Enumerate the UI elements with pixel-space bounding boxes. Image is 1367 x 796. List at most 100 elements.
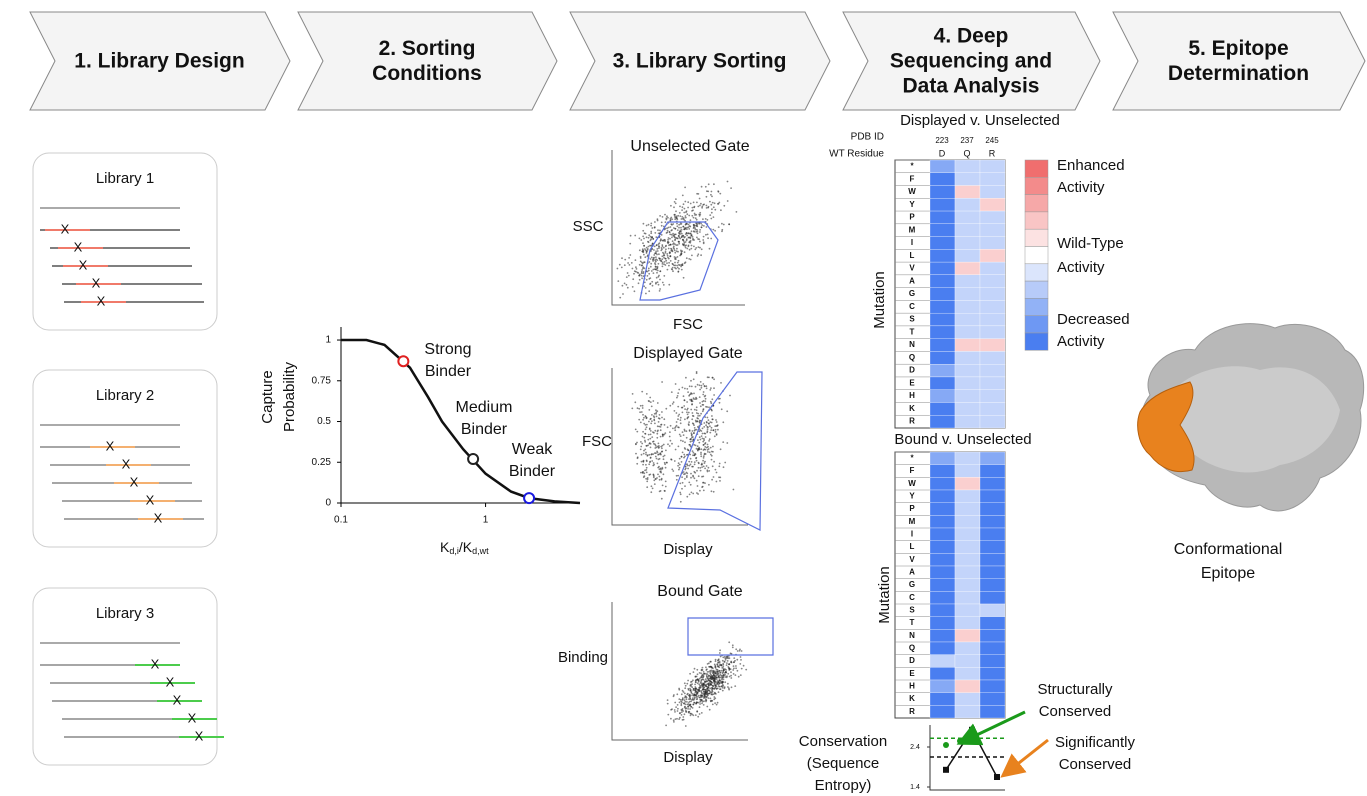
event-dot [711, 689, 713, 691]
event-dot [701, 695, 703, 697]
event-dot [695, 696, 697, 698]
event-dot [714, 425, 716, 427]
event-dot [672, 470, 674, 472]
event-dot [627, 272, 629, 274]
event-dot [685, 261, 687, 263]
event-dot [696, 225, 698, 227]
y-tick-label: 0.25 [312, 457, 332, 468]
heatmap-cell [980, 390, 1005, 403]
row-label: V [909, 264, 915, 273]
event-dot [693, 444, 695, 446]
event-dot [693, 397, 695, 399]
event-dot [727, 683, 729, 685]
event-dot [670, 255, 672, 257]
event-dot [659, 476, 661, 478]
row-label: Y [909, 491, 915, 500]
event-dot [664, 432, 666, 434]
event-dot [717, 702, 719, 704]
event-dot [697, 421, 699, 423]
heatmap-cell [955, 705, 980, 718]
event-dot [650, 232, 652, 234]
event-dot [707, 663, 709, 665]
event-dot [716, 688, 718, 690]
event-dot [670, 248, 672, 250]
event-dot [668, 258, 670, 260]
row-label: S [909, 605, 915, 614]
event-dot [699, 678, 701, 680]
event-dot [638, 282, 640, 284]
legend-label: Enhanced [1057, 157, 1125, 174]
event-dot [713, 476, 715, 478]
event-dot [707, 234, 709, 236]
event-dot [649, 277, 651, 279]
event-dot [676, 225, 678, 227]
event-dot [705, 424, 707, 426]
event-dot [706, 677, 708, 679]
event-dot [700, 439, 702, 441]
event-dot [730, 187, 732, 189]
event-dot [719, 402, 721, 404]
event-dot [642, 419, 644, 421]
event-dot [705, 442, 707, 444]
event-dot [686, 697, 688, 699]
event-dot [702, 667, 704, 669]
event-dot [655, 452, 657, 454]
event-dot [704, 433, 706, 435]
event-dot [667, 443, 669, 445]
event-dot [726, 410, 728, 412]
event-dot [670, 440, 672, 442]
heatmap-cell [955, 402, 980, 415]
event-dot [634, 290, 636, 292]
event-dot [727, 660, 729, 662]
event-dot [729, 395, 731, 397]
event-dot [684, 448, 686, 450]
binder-label: Binder [509, 463, 556, 480]
event-dot [647, 455, 649, 457]
library-title: Library 2 [96, 387, 154, 404]
mutation-marker: X [151, 656, 160, 671]
event-dot [680, 250, 682, 252]
event-dot [643, 472, 645, 474]
event-dot [711, 479, 713, 481]
event-dot [659, 414, 661, 416]
event-dot [700, 695, 702, 697]
event-dot [697, 679, 699, 681]
event-dot [692, 493, 694, 495]
event-dot [684, 478, 686, 480]
event-dot [641, 269, 643, 271]
row-label: H [909, 681, 915, 690]
event-dot [674, 709, 676, 711]
event-dot [690, 706, 692, 708]
event-dot [708, 484, 710, 486]
row-label: L [910, 251, 915, 260]
event-dot [642, 230, 644, 232]
event-dot [724, 661, 726, 663]
event-dot [699, 713, 701, 715]
heatmap-cell [930, 503, 955, 516]
event-dot [705, 678, 707, 680]
event-dot [686, 227, 688, 229]
event-dot [692, 430, 694, 432]
event-dot [646, 279, 648, 281]
event-dot [713, 378, 715, 380]
event-dot [741, 650, 743, 652]
heatmap-cell [955, 300, 980, 313]
event-dot [686, 411, 688, 413]
event-dot [664, 424, 666, 426]
event-dot [648, 273, 650, 275]
event-dot [708, 671, 710, 673]
event-dot [691, 683, 693, 685]
event-dot [690, 477, 692, 479]
event-dot [686, 475, 688, 477]
event-dot [715, 469, 717, 471]
event-dot [740, 656, 742, 658]
event-dot [675, 198, 677, 200]
event-dot [652, 269, 654, 271]
event-dot [658, 284, 660, 286]
event-dot [696, 237, 698, 239]
epitope-label: Epitope [1201, 565, 1255, 582]
event-dot [713, 491, 715, 493]
legend-label: Activity [1057, 259, 1105, 276]
event-dot [694, 702, 696, 704]
event-dot [688, 228, 690, 230]
